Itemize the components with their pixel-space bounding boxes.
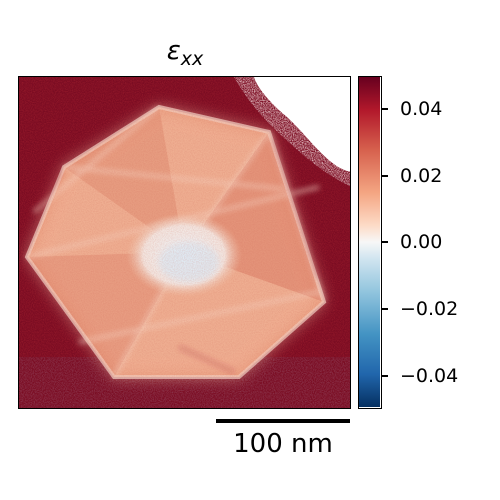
colorbar-tick-label: −0.02 — [400, 298, 459, 320]
colorbar-tick-label: 0.00 — [400, 231, 443, 253]
scale-bar — [216, 419, 350, 423]
scale-bar-label: 100 nm — [233, 429, 333, 459]
colorbar-gradient — [359, 77, 380, 407]
colorbar-tick-label: 0.04 — [400, 98, 443, 120]
strain-map-image — [18, 76, 351, 409]
colorbar — [358, 76, 382, 409]
colorbar-ticks: 0.04 0.02 0.00 −0.02 −0.04 — [382, 76, 492, 409]
colorbar-tick-label: 0.02 — [400, 165, 443, 187]
title-symbol: ε — [166, 36, 181, 66]
title-subscript: xx — [180, 48, 204, 70]
colorbar-tick-label: −0.04 — [400, 365, 459, 387]
plot-title: εxx — [18, 36, 352, 74]
strain-map-graphic — [19, 77, 350, 408]
